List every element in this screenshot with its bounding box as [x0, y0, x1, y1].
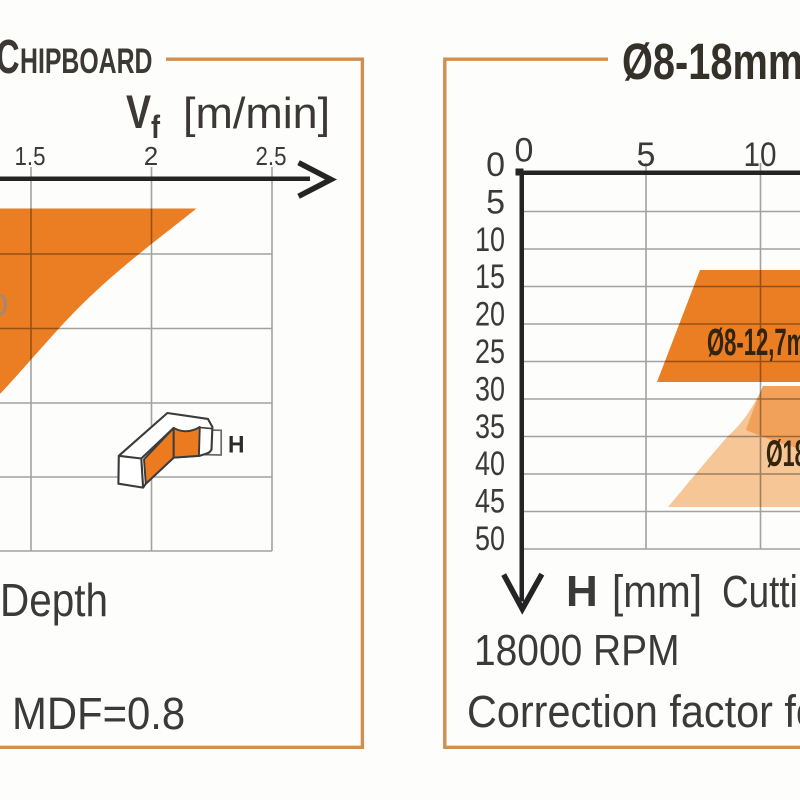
svg-text:50: 50: [475, 520, 505, 558]
svg-text:HIPBOARD: HIPBOARD: [20, 43, 153, 81]
svg-text:f: f: [151, 110, 160, 146]
svg-text:2.5: 2.5: [256, 141, 287, 171]
svg-text:35: 35: [475, 408, 505, 446]
svg-text:45: 45: [475, 483, 505, 521]
svg-text:0: 0: [515, 132, 534, 170]
svg-text:15: 15: [475, 258, 505, 296]
svg-text:Correction factor for: Correction factor for: [467, 687, 800, 737]
svg-text:C: C: [0, 30, 20, 84]
svg-text:H: H: [566, 567, 598, 616]
svg-text:0: 0: [0, 289, 8, 322]
svg-text:5: 5: [637, 136, 656, 174]
svg-text:18000 RPM: 18000 RPM: [474, 625, 680, 675]
svg-text:Cutting Depth: Cutting Depth: [722, 567, 800, 617]
svg-text:30: 30: [475, 370, 505, 408]
svg-text:MDF=0.8: MDF=0.8: [12, 690, 185, 740]
svg-text:H: H: [228, 431, 244, 458]
svg-text:40: 40: [475, 445, 505, 483]
svg-text:1.5: 1.5: [15, 141, 46, 171]
svg-text:Ø8-12,7mm: Ø8-12,7mm: [707, 321, 800, 364]
svg-text:[mm]: [mm]: [612, 567, 702, 617]
svg-text:[m/min]: [m/min]: [183, 89, 330, 138]
svg-text:5: 5: [486, 183, 505, 221]
svg-text:Ø18mm: Ø18mm: [766, 434, 800, 474]
svg-text:2: 2: [144, 141, 158, 171]
svg-text:20: 20: [475, 296, 505, 334]
svg-text:Ø8-18mm: Ø8-18mm: [622, 33, 800, 90]
svg-text:10: 10: [744, 136, 777, 174]
svg-text:Depth: Depth: [0, 576, 108, 627]
svg-text:10: 10: [475, 221, 505, 259]
svg-text:V: V: [126, 86, 152, 139]
svg-text:25: 25: [475, 333, 505, 371]
svg-text:0: 0: [486, 146, 505, 184]
